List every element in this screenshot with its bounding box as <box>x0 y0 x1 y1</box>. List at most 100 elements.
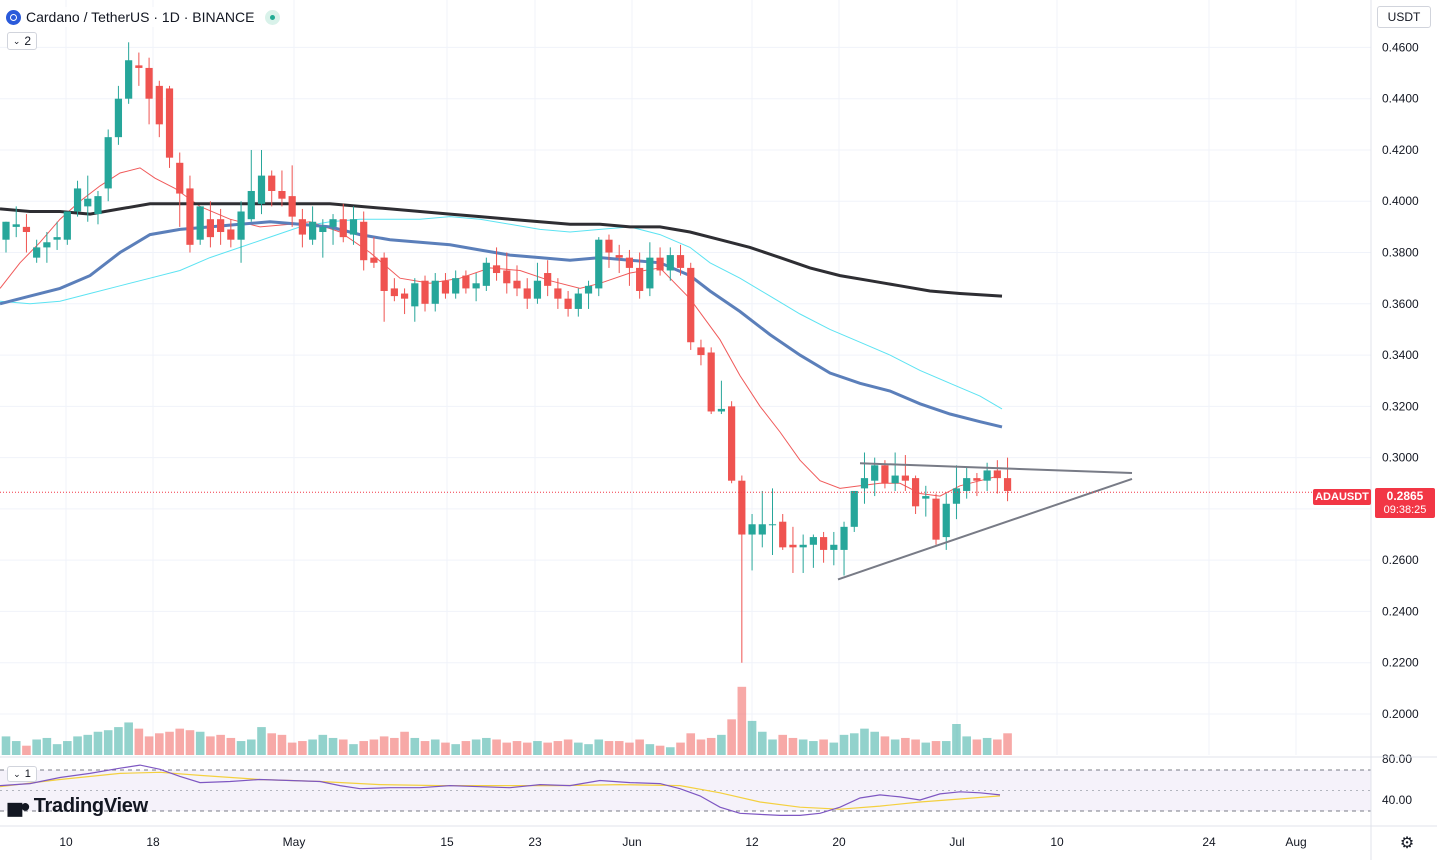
candle-body <box>564 298 572 309</box>
candle-body <box>482 262 490 286</box>
settings-gear-icon[interactable]: ⚙ <box>1399 835 1415 852</box>
volume-bar <box>134 728 144 755</box>
volume-bar <box>931 741 941 755</box>
candle-body <box>707 352 715 412</box>
candle-body <box>503 270 511 284</box>
volume-bar <box>103 730 113 755</box>
volume-bar <box>390 737 399 755</box>
candle-body <box>615 255 623 258</box>
candle-body <box>636 267 644 291</box>
volume-bar <box>849 733 859 755</box>
candle-body <box>288 196 296 217</box>
y-tick-label: 0.4600 <box>1382 40 1419 54</box>
volume-bar <box>441 742 450 755</box>
volume-bar <box>533 741 542 755</box>
candle-body <box>400 293 409 299</box>
candle-body <box>881 465 889 484</box>
candle-body <box>932 498 940 540</box>
candle-body <box>217 219 225 233</box>
volume-bar <box>22 745 31 755</box>
volume-bar <box>359 741 368 755</box>
candle-body <box>830 544 838 550</box>
candle-body <box>206 219 214 238</box>
volume-bar <box>328 737 338 755</box>
rsi-indicators-toggle[interactable]: ⌄ 1 <box>7 766 37 782</box>
candle-body <box>738 480 746 535</box>
volume-bar <box>809 741 818 755</box>
tradingview-logo[interactable]: ▅● TradingView <box>8 795 148 818</box>
volume-bar <box>645 744 655 755</box>
volume-bar <box>400 731 409 755</box>
volume-bar <box>155 733 164 755</box>
candle-body <box>257 175 266 204</box>
y-tick-label: 0.2400 <box>1382 604 1419 618</box>
volume-bar <box>195 731 205 755</box>
volume-bar <box>819 739 828 755</box>
volume-bar <box>410 737 420 755</box>
candle-body <box>901 475 909 481</box>
x-tick-label: 23 <box>528 835 542 849</box>
volume-bar <box>318 734 328 755</box>
volume-bar <box>185 730 195 755</box>
volume-bar <box>63 741 72 755</box>
candle-body <box>186 188 194 245</box>
candle-body <box>73 188 82 212</box>
volume-bar <box>83 734 93 755</box>
symbol-title: Cardano / TetherUS · 1D · BINANCE <box>26 9 255 25</box>
volume-bar <box>768 739 777 755</box>
candle-body <box>513 280 521 289</box>
candle-body <box>554 288 562 299</box>
volume-bar <box>461 741 471 755</box>
indicators-toggle[interactable]: ⌄ 2 <box>7 32 37 50</box>
volume-bar <box>962 736 971 755</box>
candle-body <box>329 219 337 227</box>
volume-bar <box>338 739 348 755</box>
volume-bar <box>839 734 849 755</box>
trendline <box>837 477 1133 581</box>
volume-bar <box>492 739 501 755</box>
volume-bar <box>1 736 11 755</box>
candle-body <box>687 267 695 343</box>
ma-long-line <box>0 202 1003 298</box>
candle-body <box>820 537 828 550</box>
candle-body <box>268 175 276 191</box>
candle-body <box>196 206 204 240</box>
candle-body <box>33 247 41 258</box>
volume-bar <box>737 686 747 755</box>
candle-body <box>850 490 858 527</box>
candle-body <box>370 257 378 263</box>
x-tick-label: Aug <box>1285 835 1306 849</box>
rsi-line <box>0 764 1001 816</box>
volume-bar <box>594 739 604 755</box>
candle-body <box>625 257 634 268</box>
candle-body <box>411 283 419 307</box>
volume-bar <box>921 742 931 755</box>
trendline <box>859 462 1133 474</box>
tradingview-wordmark: TradingView <box>33 795 148 817</box>
volume-bar <box>175 728 185 755</box>
volume-bar <box>880 736 890 755</box>
candle-body <box>544 273 552 286</box>
volume-bar <box>246 739 256 755</box>
symbol-header[interactable]: Cardano / TetherUS · 1D · BINANCE <box>6 7 284 27</box>
volume-bar <box>451 744 460 755</box>
candle-body <box>840 526 848 550</box>
volume-bar <box>267 733 277 755</box>
volume-bar <box>972 739 982 755</box>
bar-countdown: 09:38:25 <box>1383 504 1427 516</box>
currency-selector[interactable]: USDT <box>1377 6 1431 28</box>
triangle-trendlines[interactable] <box>837 462 1133 581</box>
candle-body <box>748 524 756 535</box>
ma-cyan-line <box>0 216 1003 410</box>
candle-body <box>963 478 971 491</box>
volume-bar <box>165 731 174 755</box>
candle-body <box>533 280 542 299</box>
candle-body <box>758 524 766 535</box>
volume-bar <box>952 724 961 755</box>
candle-body <box>84 198 92 207</box>
candle-body <box>227 229 235 240</box>
volume-bars <box>1 686 1012 755</box>
volume-bar <box>829 742 839 755</box>
